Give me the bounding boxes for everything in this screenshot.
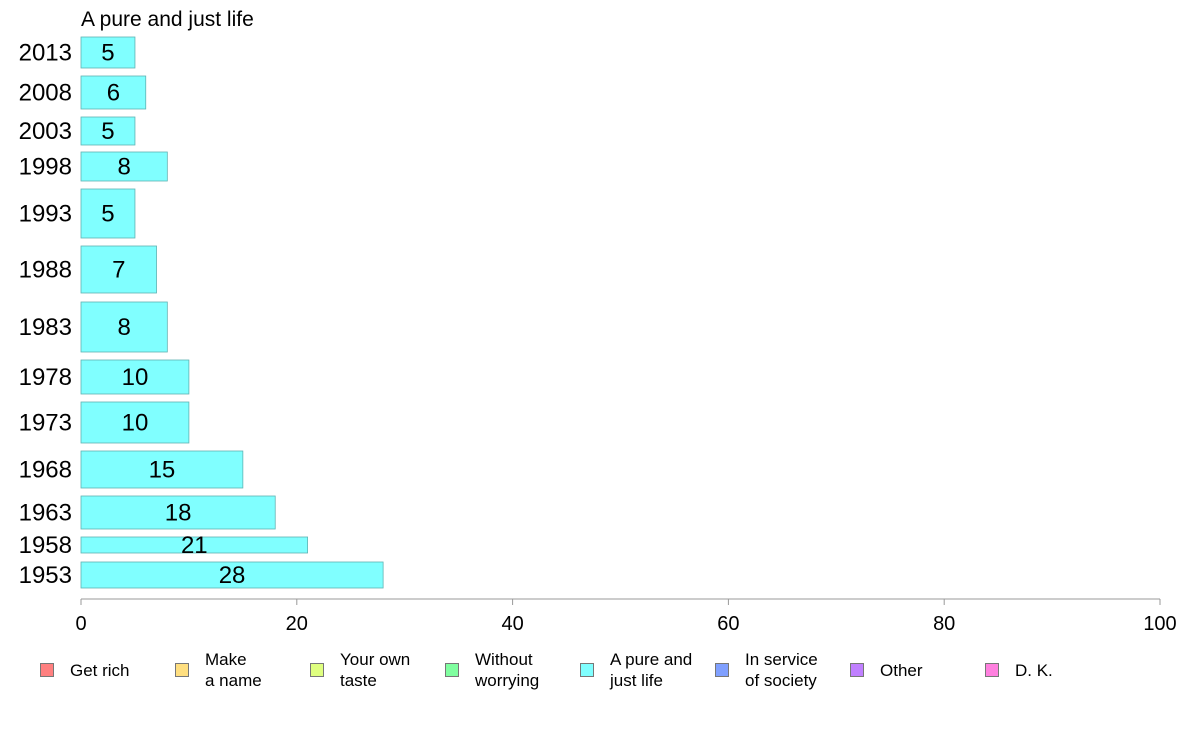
bar-1973: [80, 401, 190, 444]
bar-1983: [80, 301, 168, 353]
category-label: 2013: [19, 40, 72, 67]
bar-value-label: 6: [107, 80, 120, 107]
legend-item: Other: [850, 648, 923, 692]
chart-svg: A pure and just life 5201362008520038199…: [19, 8, 1177, 635]
legend-label: Your own taste: [340, 650, 411, 690]
legend-swatch: [715, 663, 729, 677]
bar-value-label: 18: [165, 500, 192, 527]
legend-item: D. K.: [985, 648, 1053, 692]
category-label: 2003: [19, 118, 72, 145]
bar-1978: [80, 359, 190, 395]
legend-item: Make a name: [175, 648, 262, 692]
legend-label: A pure and just life: [610, 650, 693, 690]
category-label: 1968: [19, 457, 72, 484]
x-tick-label: 100: [1143, 613, 1176, 635]
x-axis: 0 20 40 60 80 100: [75, 598, 1177, 635]
bar-1953: [80, 561, 384, 589]
legend: Get rich Make a name Your own taste Without…: [40, 648, 1160, 696]
bar-value-label: 7: [112, 257, 125, 284]
bar-value-label: 5: [101, 40, 114, 67]
x-tick-label: 60: [717, 613, 739, 635]
legend-item: Without worrying: [445, 648, 539, 692]
bar-1968: [80, 450, 244, 489]
legend-swatch: [40, 663, 54, 677]
legend-item: Get rich: [40, 648, 130, 692]
bar-value-label: 10: [122, 410, 149, 437]
category-label: 1973: [19, 410, 72, 437]
legend-swatch: [445, 663, 459, 677]
category-label: 1963: [19, 500, 72, 527]
bar-2013: [80, 36, 136, 69]
legend-swatch: [985, 663, 999, 677]
legend-swatch: [850, 663, 864, 677]
bar-value-label: 15: [149, 457, 176, 484]
bar-2003: [80, 116, 136, 146]
legend-label: Get rich: [70, 660, 130, 680]
bar-value-label: 8: [117, 314, 130, 341]
x-tick-label: 80: [933, 613, 955, 635]
bar-value-label: 10: [122, 364, 149, 391]
category-label: 1988: [19, 257, 72, 284]
bar-value-label: 21: [181, 532, 208, 559]
bar-1998: [80, 151, 168, 182]
legend-item: In service of society: [715, 648, 818, 692]
x-tick-label: 40: [501, 613, 523, 635]
bar-value-label: 5: [101, 118, 114, 145]
category-label: 1953: [19, 562, 72, 589]
category-label: 1983: [19, 314, 72, 341]
x-tick-label: 0: [75, 613, 86, 635]
legend-label: Without worrying: [475, 650, 540, 690]
bar-value-label: 8: [117, 154, 130, 181]
category-label: 1958: [19, 532, 72, 559]
category-label: 2008: [19, 80, 72, 107]
bar-2008: [80, 75, 147, 110]
legend-swatch: [580, 663, 594, 677]
legend-label: Other: [880, 660, 923, 680]
x-tick-label: 20: [286, 613, 308, 635]
bar-1963: [80, 495, 276, 530]
bar-value-label: 5: [101, 201, 114, 228]
bar-1993: [80, 188, 136, 239]
bar-1988: [80, 245, 157, 294]
legend-item: A pure and just life: [580, 648, 692, 692]
category-label: 1978: [19, 364, 72, 391]
category-label: 1998: [19, 154, 72, 181]
category-label: 1993: [19, 201, 72, 228]
legend-swatch: [310, 663, 324, 677]
bar-value-label: 28: [219, 562, 246, 589]
legend-label: Make a name: [205, 650, 262, 690]
legend-item: Your own taste: [310, 648, 410, 692]
chart-title: A pure and just life: [81, 8, 254, 31]
legend-label: D. K.: [1015, 660, 1053, 680]
legend-label: In service of society: [745, 650, 818, 690]
bars-layer: 5 2013 6 2008 5 2003 8 1998 5 1993 7 1988 8 1983 10 197…: [19, 36, 384, 589]
bar-1958: [80, 536, 308, 554]
legend-swatch: [175, 663, 189, 677]
